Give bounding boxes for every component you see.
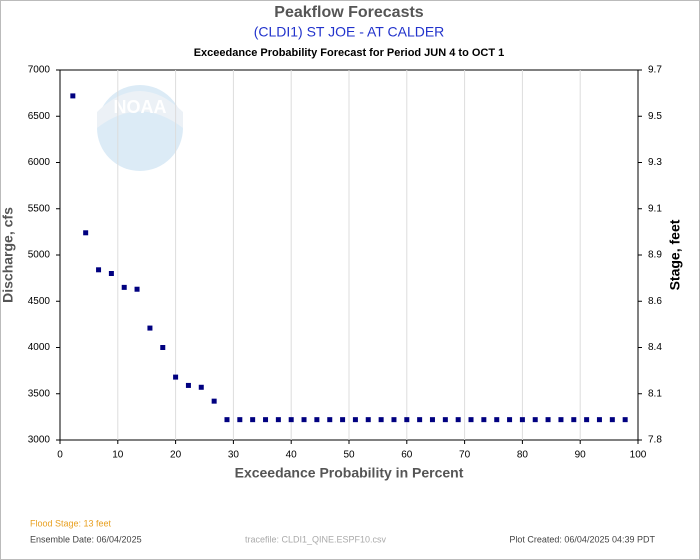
point (468, 417, 474, 423)
point (417, 417, 423, 423)
x-tick-label: 50 (343, 450, 355, 461)
point (455, 417, 461, 423)
point (224, 417, 230, 423)
y2-tick-label: 9.7 (648, 65, 662, 76)
point (288, 417, 294, 423)
y-tick-label: 7000 (28, 65, 51, 76)
x-tick-label: 0 (57, 450, 63, 461)
point (237, 417, 243, 423)
point (185, 382, 191, 388)
x-tick-label: 10 (112, 450, 124, 461)
logo: NOAA (97, 85, 183, 171)
x-tick-label: 100 (630, 450, 647, 461)
point (96, 267, 102, 273)
y-tick-label: 3500 (28, 388, 51, 399)
y2-tick-label: 8.1 (648, 388, 662, 399)
y-tick-label: 4000 (28, 342, 51, 353)
point (263, 417, 269, 423)
y-axis-label: Discharge, cfs (0, 207, 16, 303)
y2-tick-label: 8.4 (648, 342, 662, 353)
x-tick-label: 20 (170, 450, 182, 461)
point (365, 417, 371, 423)
y2-tick-label: 9.5 (648, 111, 662, 122)
point (327, 417, 333, 423)
point (211, 398, 217, 404)
point (622, 417, 628, 423)
point (275, 417, 281, 423)
point (340, 417, 346, 423)
point (198, 384, 204, 390)
x-axis-label: Exceedance Probability in Percent (235, 465, 464, 481)
point (134, 286, 140, 292)
y2-tick-label: 8.9 (648, 250, 662, 261)
y-tick-label: 6000 (28, 157, 51, 168)
y-tick-label: 3000 (28, 435, 51, 446)
point (301, 417, 307, 423)
subtitle: (CLDI1) ST JOE - AT CALDER (254, 24, 445, 40)
point (558, 417, 564, 423)
point (108, 271, 114, 276)
point (173, 374, 179, 380)
point (352, 417, 358, 423)
y-tick-label: 5000 (28, 250, 51, 261)
point (519, 417, 525, 423)
point (250, 417, 256, 423)
point (532, 417, 538, 423)
chart-title: Exceedance Probability Forecast for Peri… (194, 47, 505, 59)
flood-stage: Flood Stage: 13 feet (30, 518, 112, 528)
point (596, 417, 602, 423)
x-tick-label: 90 (575, 450, 587, 461)
point (609, 417, 615, 423)
point (160, 345, 166, 350)
y2-axis-label: Stage, feet (667, 219, 683, 290)
point (571, 417, 577, 423)
y-tick-label: 5500 (28, 203, 51, 214)
x-tick-label: 60 (401, 450, 413, 461)
y-tick-label: 6500 (28, 111, 51, 122)
y2-tick-label: 9.1 (648, 203, 662, 214)
svg-text:NOAA: NOAA (114, 97, 167, 117)
point (314, 417, 320, 423)
point (121, 284, 127, 290)
x-tick-label: 40 (286, 450, 298, 461)
x-tick-label: 80 (517, 450, 529, 461)
point (494, 417, 500, 423)
point (404, 417, 410, 423)
point (83, 230, 89, 236)
point (147, 325, 153, 331)
point (378, 417, 384, 423)
point (545, 417, 551, 423)
ensemble-date: Ensemble Date: 06/04/2025 (30, 534, 142, 544)
x-tick-label: 30 (228, 450, 240, 461)
y2-tick-label: 9.3 (648, 157, 662, 168)
point (584, 417, 590, 423)
y2-tick-label: 8.6 (648, 296, 662, 307)
title: Peakflow Forecasts (274, 4, 424, 21)
point (507, 417, 513, 423)
x-tick-label: 70 (459, 450, 471, 461)
tracefile: tracefile: CLDI1_QINE.ESPF10.csv (245, 534, 387, 544)
point (481, 417, 487, 423)
point (70, 93, 76, 99)
y-tick-label: 4500 (28, 296, 51, 307)
point (442, 417, 448, 423)
plot-created: Plot Created: 06/04/2025 04:39 PDT (509, 534, 655, 544)
point (391, 417, 397, 423)
y2-tick-label: 7.8 (648, 435, 662, 446)
point (429, 417, 435, 423)
